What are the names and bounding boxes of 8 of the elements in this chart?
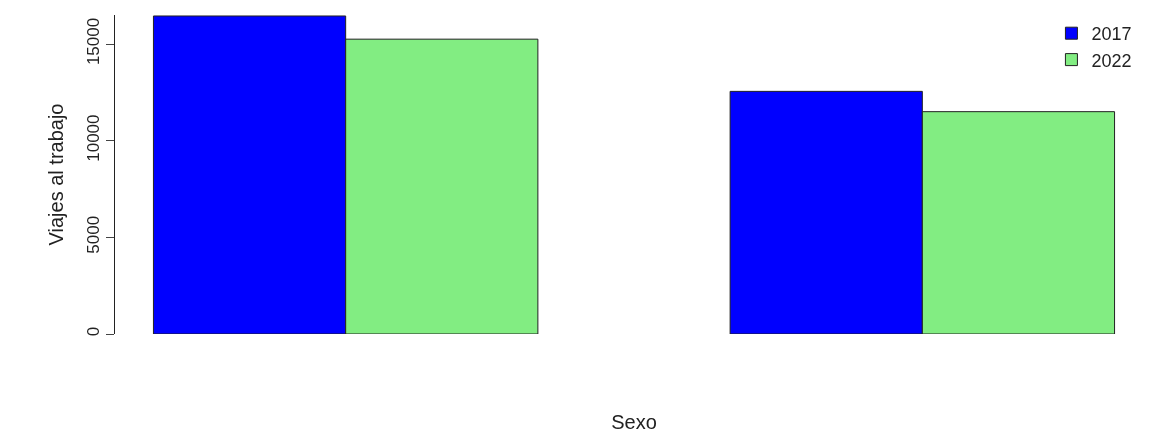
y-tick-label: 0 bbox=[84, 326, 104, 337]
y-axis-title: Viajes al trabajo bbox=[44, 103, 67, 246]
y-tick-label: 5000 bbox=[84, 215, 104, 254]
x-axis-title: Sexo bbox=[611, 410, 657, 433]
y-tick-label: 15000 bbox=[84, 17, 104, 66]
y-tick-label: 10000 bbox=[84, 114, 104, 162]
legend-label: 2017 bbox=[1091, 24, 1132, 45]
legend-label: 2022 bbox=[1091, 50, 1132, 71]
